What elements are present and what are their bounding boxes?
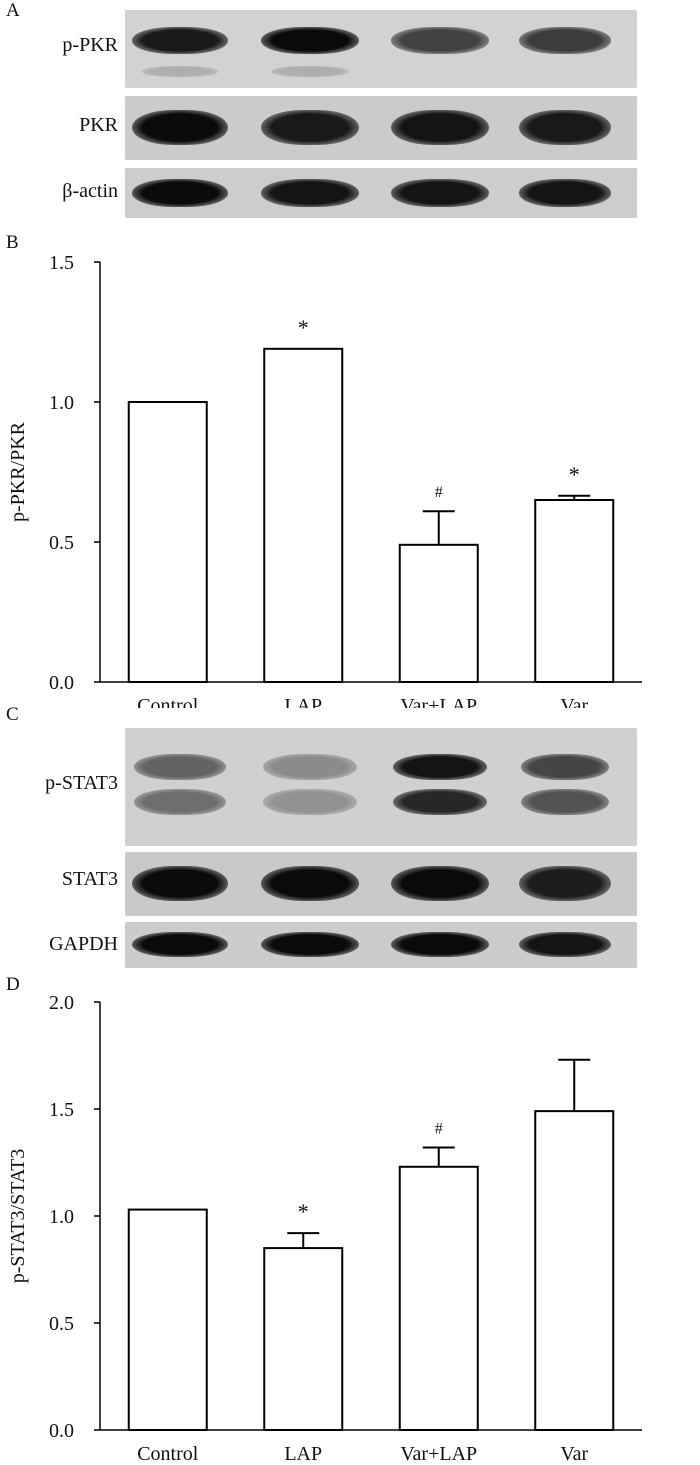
blot-pkr [125, 96, 637, 160]
x-tick-label: Var [560, 1443, 588, 1465]
bar-var-lap [398, 1165, 479, 1431]
blot-band [391, 27, 489, 54]
blot-p-pkr [125, 10, 637, 88]
bar-lap [263, 347, 344, 684]
y-tick-label: 1.0 [49, 392, 74, 414]
y-tick-label: 1.5 [49, 1099, 74, 1121]
blot-band-faint [141, 66, 219, 78]
y-tick-label: 0.5 [49, 532, 74, 554]
y-tick-label: 0.0 [49, 1420, 74, 1442]
blot-band [391, 179, 489, 207]
blot-label-stat3: STAT3 [61, 868, 118, 890]
blot-band [261, 27, 359, 54]
blot-band [391, 110, 489, 146]
blot-beta-actin [125, 168, 637, 218]
blot-label-p-stat3: p-STAT3 [45, 772, 118, 794]
significance-marker: * [298, 315, 309, 340]
blot-gapdh [125, 922, 637, 968]
significance-marker: # [435, 1121, 443, 1138]
blot-band [132, 932, 228, 958]
significance-marker: * [569, 462, 580, 487]
y-tick-label: 2.0 [49, 992, 74, 1014]
bar-lap [263, 1247, 344, 1431]
blot-band [391, 866, 489, 902]
blot-band [519, 932, 611, 958]
significance-marker: * [298, 1199, 309, 1224]
blot-band [391, 932, 489, 958]
x-tick-label: Var+LAP [400, 1443, 477, 1465]
bar-var [534, 499, 615, 683]
blot-band-faint [270, 66, 350, 78]
chart-d: D 0.0 0.5 1.0 1.5 2.0 p-STAT3/STAT3 Control * LAP… [6, 974, 642, 1465]
blot-band [261, 866, 359, 902]
significance-marker: # [435, 484, 443, 501]
x-tick-label: LAP [284, 695, 322, 708]
y-tick-label: 0.0 [49, 672, 74, 694]
bar-var-lap [398, 543, 479, 683]
blot-band-upper [521, 753, 609, 780]
panel-letter: B [6, 232, 19, 253]
blot-band-upper [134, 753, 226, 780]
blot-band [132, 110, 228, 146]
x-tick-label: LAP [284, 1443, 322, 1465]
blot-band-lower [521, 789, 609, 816]
y-tick-label: 1.5 [49, 252, 74, 274]
y-tick-label: 0.5 [49, 1313, 74, 1335]
blot-band [261, 179, 359, 207]
bar-var [534, 1110, 615, 1431]
blot-label-p-pkr: p-PKR [62, 34, 118, 56]
x-tick-label: Var+LAP [400, 695, 477, 708]
x-tick-label: Control [137, 695, 199, 708]
blot-band-lower [263, 789, 357, 816]
panel-letter: D [6, 974, 20, 995]
blot-band-upper [393, 753, 487, 780]
panel-a-letter: A [6, 0, 20, 21]
blot-band [519, 110, 611, 146]
blot-band [519, 866, 611, 902]
blot-band [261, 932, 359, 958]
blot-band [132, 866, 228, 902]
blot-band [132, 179, 228, 207]
panel-c-letter: C [6, 704, 19, 725]
y-axis-label: p-STAT3/STAT3 [7, 1149, 29, 1284]
blot-band [519, 27, 611, 54]
blot-band-upper [263, 753, 357, 780]
blot-band-lower [134, 789, 226, 816]
blot-band-lower [393, 789, 487, 816]
blot-label-beta-actin: β-actin [62, 180, 118, 202]
blot-label-gapdh: GAPDH [49, 933, 118, 955]
blot-band [261, 110, 359, 146]
y-tick-label: 1.0 [49, 1206, 74, 1228]
x-tick-label: Var [560, 695, 588, 708]
blot-label-pkr: PKR [79, 114, 118, 136]
x-tick-label: Control [137, 1443, 199, 1465]
blot-stat3 [125, 852, 637, 916]
bar-control [127, 1208, 208, 1431]
bar-control [127, 401, 208, 683]
blot-band [519, 179, 611, 207]
y-axis-label: p-PKR/PKR [7, 421, 29, 522]
blot-band [132, 27, 228, 54]
blot-p-stat3 [125, 728, 637, 846]
chart-b: B 0.0 0.5 1.0 1.5 p-PKR/PKR Control * LAP # Var+LA… [6, 232, 642, 708]
